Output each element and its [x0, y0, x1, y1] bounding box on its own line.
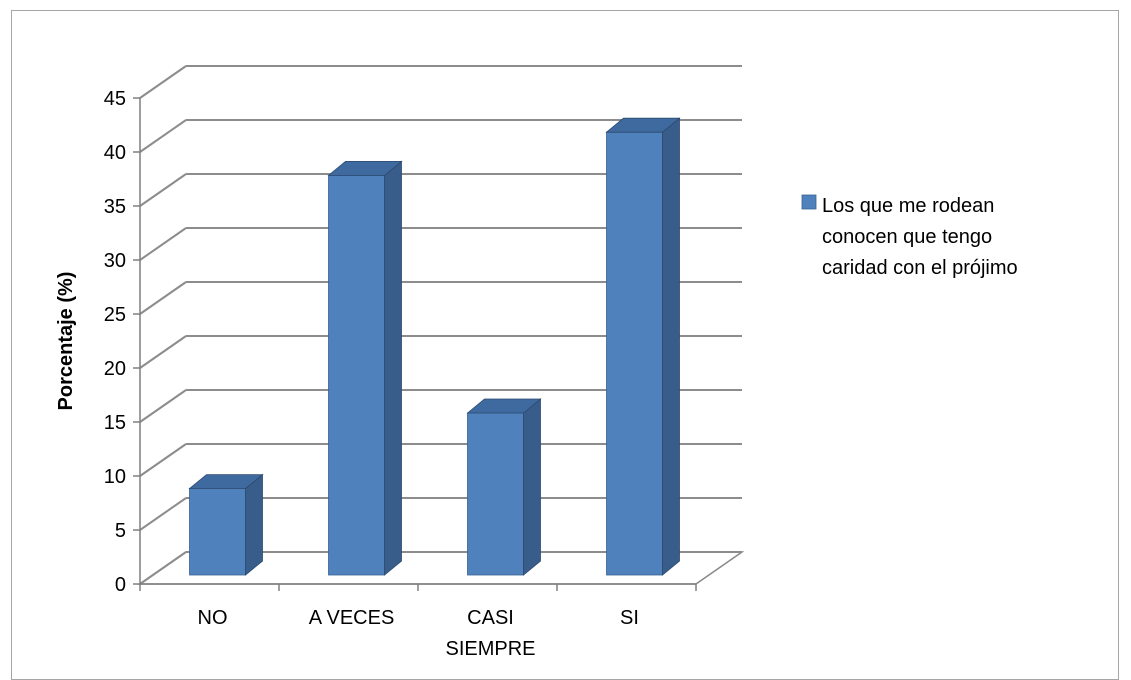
bar-top [605, 117, 681, 133]
x-tick-label: NO [198, 607, 228, 629]
bar-front [606, 131, 663, 576]
gridline-side [139, 389, 187, 423]
x-tick-label: A VECES [309, 607, 395, 629]
legend: Los que me rodean conocen que tengo carida… [801, 194, 1018, 279]
gridline-side [139, 227, 187, 261]
bar-side [523, 398, 541, 576]
bar-front [467, 412, 524, 576]
y-tick-label: 5 [115, 520, 126, 542]
gridline-side [139, 173, 187, 207]
gridline-side [139, 281, 187, 315]
bar-side [245, 473, 263, 576]
legend-swatch [801, 194, 817, 210]
bar-side [662, 117, 680, 576]
y-tick-label: 0 [115, 574, 126, 596]
gridline-side [139, 65, 187, 99]
y-tick-label: 20 [104, 358, 126, 380]
x-tick-labels: NO A VECES CASI SIEMPRE SI [198, 607, 639, 660]
y-tick-label: 30 [104, 250, 126, 272]
gridline-side [139, 335, 187, 369]
gridline-side [139, 551, 187, 585]
y-tick-label: 10 [104, 466, 126, 488]
bar [327, 160, 403, 576]
bar-side [384, 160, 402, 576]
gridline-side [139, 497, 187, 531]
axes [133, 97, 697, 591]
legend-label: Los que me rodean conocen que tengo carida… [822, 195, 1018, 279]
y-tick-label: 40 [104, 142, 126, 164]
y-tick-label: 35 [104, 196, 126, 218]
y-tick-label: 25 [104, 304, 126, 326]
y-tick-label: 15 [104, 412, 126, 434]
bar-front [328, 174, 385, 576]
x-tick-label: CASI SIEMPRE [445, 607, 535, 660]
bars [188, 117, 681, 576]
bar [605, 117, 681, 576]
x-tick-label: SI [620, 607, 639, 629]
bar [466, 398, 542, 576]
bar-top [327, 160, 403, 176]
bar-top [466, 398, 542, 414]
y-axis-title: Porcentaje (%) [55, 272, 77, 411]
y-tick-label: 45 [104, 88, 126, 110]
gridline-side [139, 119, 187, 153]
bar-front [189, 488, 246, 576]
bar [188, 473, 264, 576]
y-tick-labels: 0 5 10 15 20 25 30 35 40 45 [104, 88, 126, 596]
gridline-side [139, 443, 187, 477]
bar-top [188, 474, 264, 490]
